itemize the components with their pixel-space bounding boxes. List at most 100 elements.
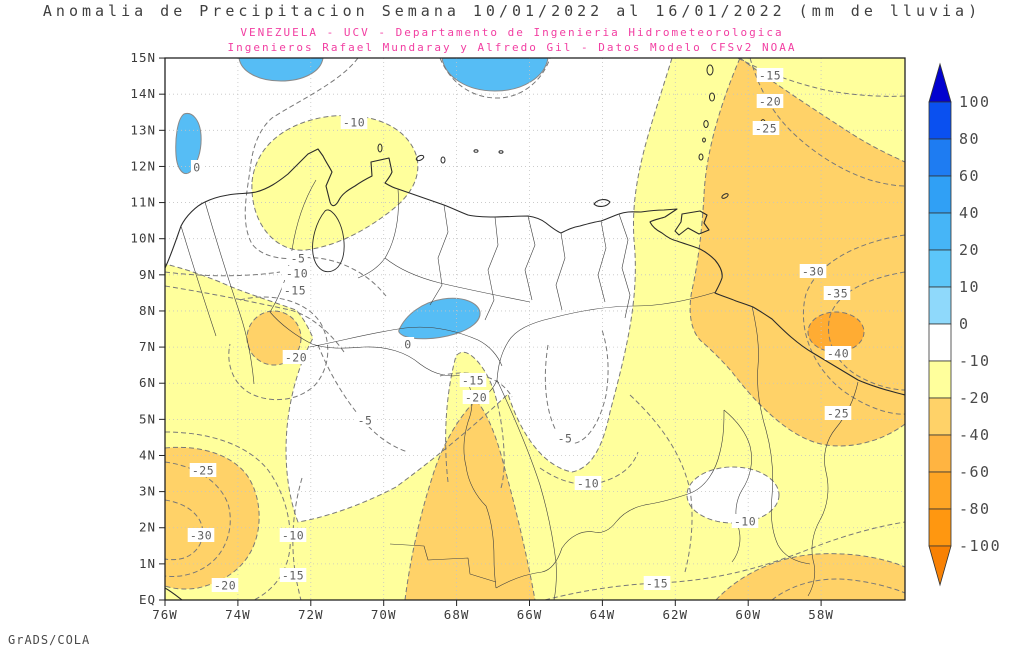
contour-minus35-east: [828, 271, 905, 391]
contour-minus25-se-corner: [771, 578, 905, 600]
contour-label: -15: [646, 577, 668, 591]
contour-minus10-main-boundary: [165, 58, 673, 523]
lake-maracaibo: [312, 209, 345, 273]
lat-axis-label: 8N: [139, 303, 156, 318]
state-line-guarico: [555, 232, 566, 311]
contour-label: -15: [282, 569, 304, 583]
contour-minus30-southwest: [165, 499, 204, 561]
colorbar-tick-label: 80: [959, 130, 980, 148]
contour-label-box: [279, 528, 307, 542]
state-line-lara: [429, 204, 449, 306]
colorbar-band: [928, 212, 952, 251]
lat-axis-label: 11N: [130, 195, 156, 210]
los-roques-islet: [473, 149, 479, 153]
lon-axis-label: 62W: [663, 607, 689, 622]
contour-label: -20: [285, 351, 307, 365]
lat-axis-label: 12N: [130, 158, 156, 173]
bonaire-island: [440, 156, 446, 164]
fill-blue-cells: [175, 58, 549, 340]
st-vincent-island: [703, 120, 709, 128]
grenadines-islet: [702, 137, 706, 143]
contour-label: -10: [282, 529, 304, 543]
curacao-island: [415, 154, 425, 162]
contour-minus15-around-west-blob: [228, 296, 329, 401]
line-colombia-andes-1: [204, 201, 255, 385]
contour-label: -15: [759, 69, 781, 83]
contour-label-box: [574, 476, 602, 490]
contour-label-box: [340, 115, 368, 129]
border-colombia-brazil: [389, 543, 497, 583]
contour-label: -10: [577, 477, 599, 491]
contour-minus15-east-descent: [629, 394, 693, 573]
contour-label-box: [211, 578, 239, 592]
contour-minus30-east: [802, 234, 905, 415]
colorbar-band: [928, 249, 952, 288]
contour-minus5-central-u: [544, 329, 609, 444]
contour-minus15-south-long: [544, 521, 905, 600]
contour-label-box: [555, 431, 575, 445]
border-brazil-guyana: [723, 409, 752, 563]
grenada-island: [698, 153, 704, 161]
contour-label: -40: [827, 347, 849, 361]
colorbar-arrow-bottom: [928, 545, 952, 587]
colorbar-tick-label: -10: [959, 352, 991, 370]
contour-label-box: [731, 514, 759, 528]
map-frame: [164, 57, 906, 601]
aruba-island: [377, 143, 383, 153]
contour-label: -35: [826, 287, 848, 301]
lat-axis-label: 5N: [139, 411, 156, 426]
lat-axis-label: 14N: [130, 86, 156, 101]
fill-gold-southeast-corner: [716, 553, 905, 600]
contour-label: -30: [802, 265, 824, 279]
coastlines: [165, 148, 905, 600]
contour-label-box: [187, 528, 215, 542]
grads-cola-credit: GrADS/COLA: [8, 633, 91, 647]
colorbar-tick-label: -40: [959, 426, 991, 444]
colorbar-band: [928, 397, 952, 436]
contour-minus10-tongue: [445, 351, 505, 489]
contour-label-box: [462, 390, 490, 404]
graticule-grid: [165, 58, 905, 600]
contour-minus20-southwest: [165, 446, 260, 590]
page-title: Anomalia de Precipitacion Semana 10/01/2…: [42, 2, 982, 20]
lat-axis-label: 3N: [139, 484, 156, 499]
contour-label: -10: [343, 116, 365, 130]
contour-label: -25: [827, 407, 849, 421]
political-borders: [180, 179, 859, 600]
tobago-island: [721, 193, 729, 199]
blue-cell-north-edge-west: [238, 58, 324, 82]
border-guyana-suriname: [807, 381, 859, 597]
state-line-apure: [309, 326, 503, 367]
lat-axis-label: 6N: [139, 375, 156, 390]
contour-minus25-southwest: [165, 461, 231, 577]
contour-label: -10: [734, 515, 756, 529]
colorbar-tick-label: -60: [959, 463, 991, 481]
fill-white-cell-southeast: [687, 467, 779, 523]
colorbar-tick-label: 0: [959, 315, 970, 333]
contour-label-box: [279, 568, 307, 582]
colorbar-tick-label: 60: [959, 167, 980, 185]
contour-label: -20: [465, 391, 487, 405]
state-line-anzoategui: [597, 220, 607, 303]
contour-label: -25: [755, 122, 777, 136]
contour-minus5-under-blue-east: [439, 58, 551, 99]
contour-minus40-core: [807, 311, 865, 353]
orchila-islet: [498, 150, 504, 154]
state-line-zulia-falcon: [357, 188, 399, 279]
state-line-portuguesa: [384, 257, 531, 303]
colorbar-tick-label: 40: [959, 204, 980, 222]
fill-gold-southwest: [165, 447, 260, 590]
contour-label: -5: [358, 414, 373, 428]
colorbar-band: [928, 138, 952, 177]
colorbar-tick-label: -80: [959, 500, 991, 518]
lat-axis-label: EQ: [139, 592, 156, 607]
contour-label-box: [799, 264, 827, 278]
contour-minus15-northeast: [737, 58, 905, 97]
colorbar-tick-label: -20: [959, 389, 991, 407]
contour-label: -5: [558, 432, 573, 446]
fill-yellow-blob-north: [251, 115, 418, 251]
colorbar-band: [928, 323, 952, 362]
contour-minus15-southwest-arc: [165, 431, 291, 600]
contour-label-box: [355, 413, 375, 427]
